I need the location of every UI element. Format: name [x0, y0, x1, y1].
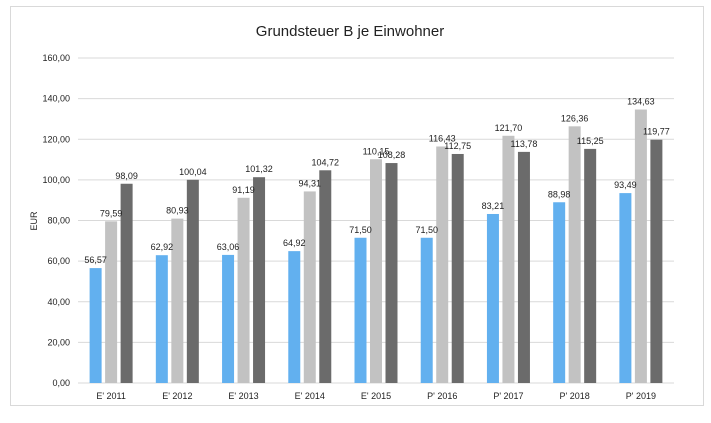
data-label: 101,32 — [245, 164, 273, 174]
x-tick-label: P' 2017 — [493, 391, 523, 401]
bar — [288, 251, 301, 383]
bar — [171, 218, 184, 383]
data-label: 64,92 — [283, 238, 306, 248]
data-label: 71,50 — [415, 225, 438, 235]
bar — [568, 126, 581, 384]
bar — [105, 221, 118, 383]
bar — [385, 163, 398, 383]
y-tick-label: 20,00 — [47, 337, 70, 347]
data-label: 100,04 — [179, 167, 207, 177]
y-tick-label: 120,00 — [42, 134, 70, 144]
data-label: 91,19 — [232, 185, 255, 195]
bar — [451, 153, 464, 383]
bar — [155, 255, 168, 383]
data-label: 121,70 — [495, 123, 523, 133]
data-label: 112,75 — [444, 141, 471, 151]
data-label: 56,57 — [84, 255, 107, 265]
data-label: 104,72 — [312, 157, 340, 167]
y-tick-label: 140,00 — [42, 94, 70, 104]
x-tick-label: E' 2013 — [228, 391, 258, 401]
chart-title: Grundsteuer B je Einwohner — [256, 23, 444, 40]
data-label: 119,77 — [643, 127, 670, 137]
x-tick-label: E' 2015 — [361, 391, 391, 401]
data-label: 63,06 — [217, 242, 240, 252]
bar — [370, 159, 382, 383]
data-label: 108,28 — [378, 150, 406, 160]
data-label: 116,43 — [429, 134, 456, 144]
y-tick-label: 60,00 — [47, 256, 70, 266]
bar — [186, 179, 199, 383]
data-label: 94,31 — [299, 178, 322, 188]
x-tick-label: P' 2019 — [626, 391, 656, 401]
bar — [634, 109, 647, 384]
data-label: 113,78 — [511, 139, 538, 149]
y-axis-title: EUR — [29, 211, 39, 231]
data-label: 134,63 — [627, 97, 655, 107]
data-label: 88,98 — [548, 189, 571, 199]
bar — [253, 177, 266, 383]
bar — [319, 170, 332, 383]
bar — [89, 268, 102, 383]
x-tick-label: P' 2016 — [427, 391, 457, 401]
x-tick-label: E' 2012 — [162, 391, 192, 401]
bar — [436, 146, 449, 383]
bar — [619, 193, 632, 383]
data-label: 110,15 — [363, 146, 390, 156]
x-tick-label: E' 2011 — [96, 391, 126, 401]
y-tick-label: 80,00 — [47, 216, 70, 226]
x-tick-label: E' 2014 — [295, 391, 325, 401]
bars — [89, 109, 663, 384]
data-label: 98,09 — [115, 171, 138, 181]
y-tick-label: 100,00 — [42, 175, 70, 185]
data-label: 79,59 — [100, 208, 123, 218]
bar — [502, 135, 515, 383]
bar — [303, 191, 316, 383]
bar — [354, 237, 367, 383]
data-label: 62,92 — [151, 242, 174, 252]
data-label: 126,36 — [561, 113, 589, 123]
bar — [486, 213, 499, 383]
bar — [584, 148, 597, 383]
x-tick-label: P' 2018 — [560, 391, 590, 401]
data-label: 83,21 — [482, 201, 505, 211]
data-label: 80,93 — [166, 206, 189, 216]
data-labels: 56,57 79,59 98,09 62,92 80,93 100,04 63,06 91,1… — [84, 97, 669, 266]
data-label: 93,49 — [614, 180, 637, 190]
data-label: 71,50 — [349, 225, 372, 235]
bar — [222, 254, 235, 383]
bar — [650, 139, 663, 383]
y-tick-label: 160,00 — [42, 53, 70, 63]
bar — [420, 237, 433, 383]
bar — [517, 151, 530, 383]
data-label: 115,25 — [577, 136, 604, 146]
bar — [553, 202, 566, 383]
bar — [237, 197, 250, 383]
axis-ticks: 0,00 20,00 40,00 60,00 80,00 100,00 120,00 140,… — [42, 53, 656, 401]
bar — [120, 183, 133, 383]
y-tick-label: 0,00 — [52, 378, 70, 388]
y-tick-label: 40,00 — [47, 297, 70, 307]
